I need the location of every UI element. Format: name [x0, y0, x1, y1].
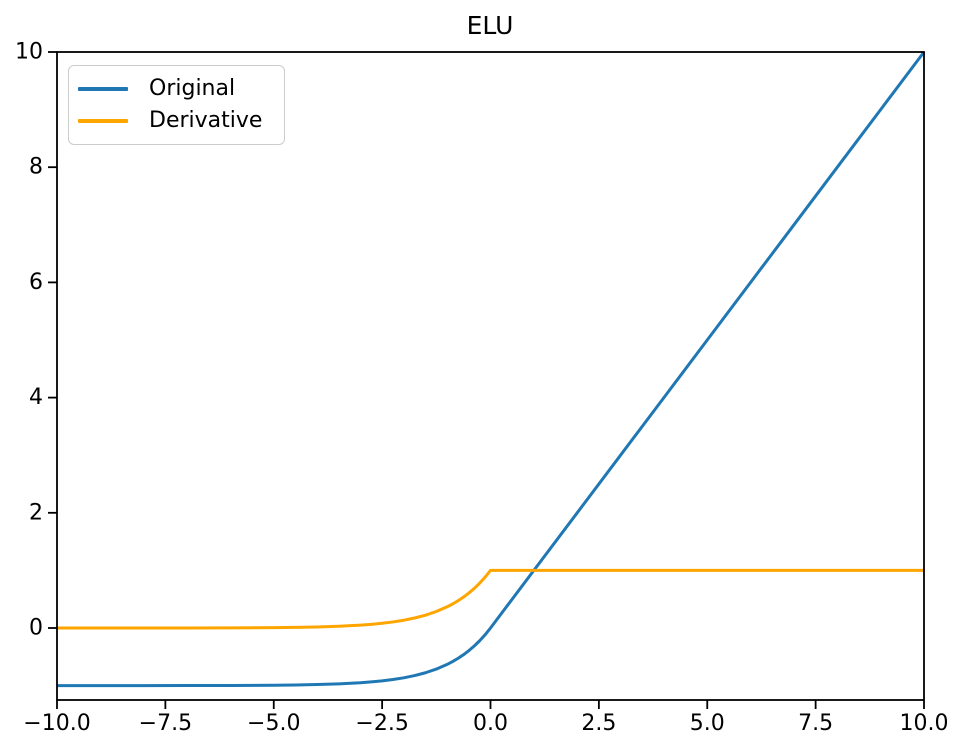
y-tick-label: 4	[29, 385, 43, 410]
legend-line-original-swatch	[78, 87, 128, 91]
x-tick-label: −5.0	[247, 711, 300, 736]
x-tick-label: 2.5	[581, 711, 616, 736]
x-tick-label: −2.5	[355, 711, 408, 736]
legend-box: Original Derivative	[68, 65, 285, 145]
y-tick-label: 10	[15, 40, 43, 65]
x-tick-label: 5.0	[690, 711, 725, 736]
x-tick-label: 7.5	[798, 711, 833, 736]
legend-label-original: Original	[149, 76, 236, 101]
x-tick-label: 10.0	[900, 711, 949, 736]
legend-item-derivative: Derivative	[78, 110, 274, 132]
axes-spines	[56, 51, 925, 701]
x-tick-label: 0.0	[473, 711, 508, 736]
axis-ticks	[48, 51, 925, 709]
y-tick-label: 8	[29, 155, 43, 180]
legend-item-original: Original	[78, 78, 274, 100]
y-tick-label: 2	[29, 500, 43, 525]
y-tick-label: 0	[29, 616, 43, 641]
axis-tick-labels: −10.0 −7.5 −5.0 −2.5 0.0 2.5 5.0 7.5 10.0 0 2 4 6 8 10	[15, 40, 948, 737]
x-tick-label: −7.5	[139, 711, 192, 736]
legend-line-derivative-swatch	[78, 119, 128, 123]
legend-label-derivative: Derivative	[149, 108, 263, 133]
chart-title: ELU	[467, 11, 514, 40]
x-tick-label: −10.0	[23, 711, 90, 736]
y-tick-label: 6	[29, 270, 43, 295]
line-derivative	[56, 568, 924, 630]
line-original	[56, 51, 926, 688]
series-lines	[56, 51, 926, 688]
